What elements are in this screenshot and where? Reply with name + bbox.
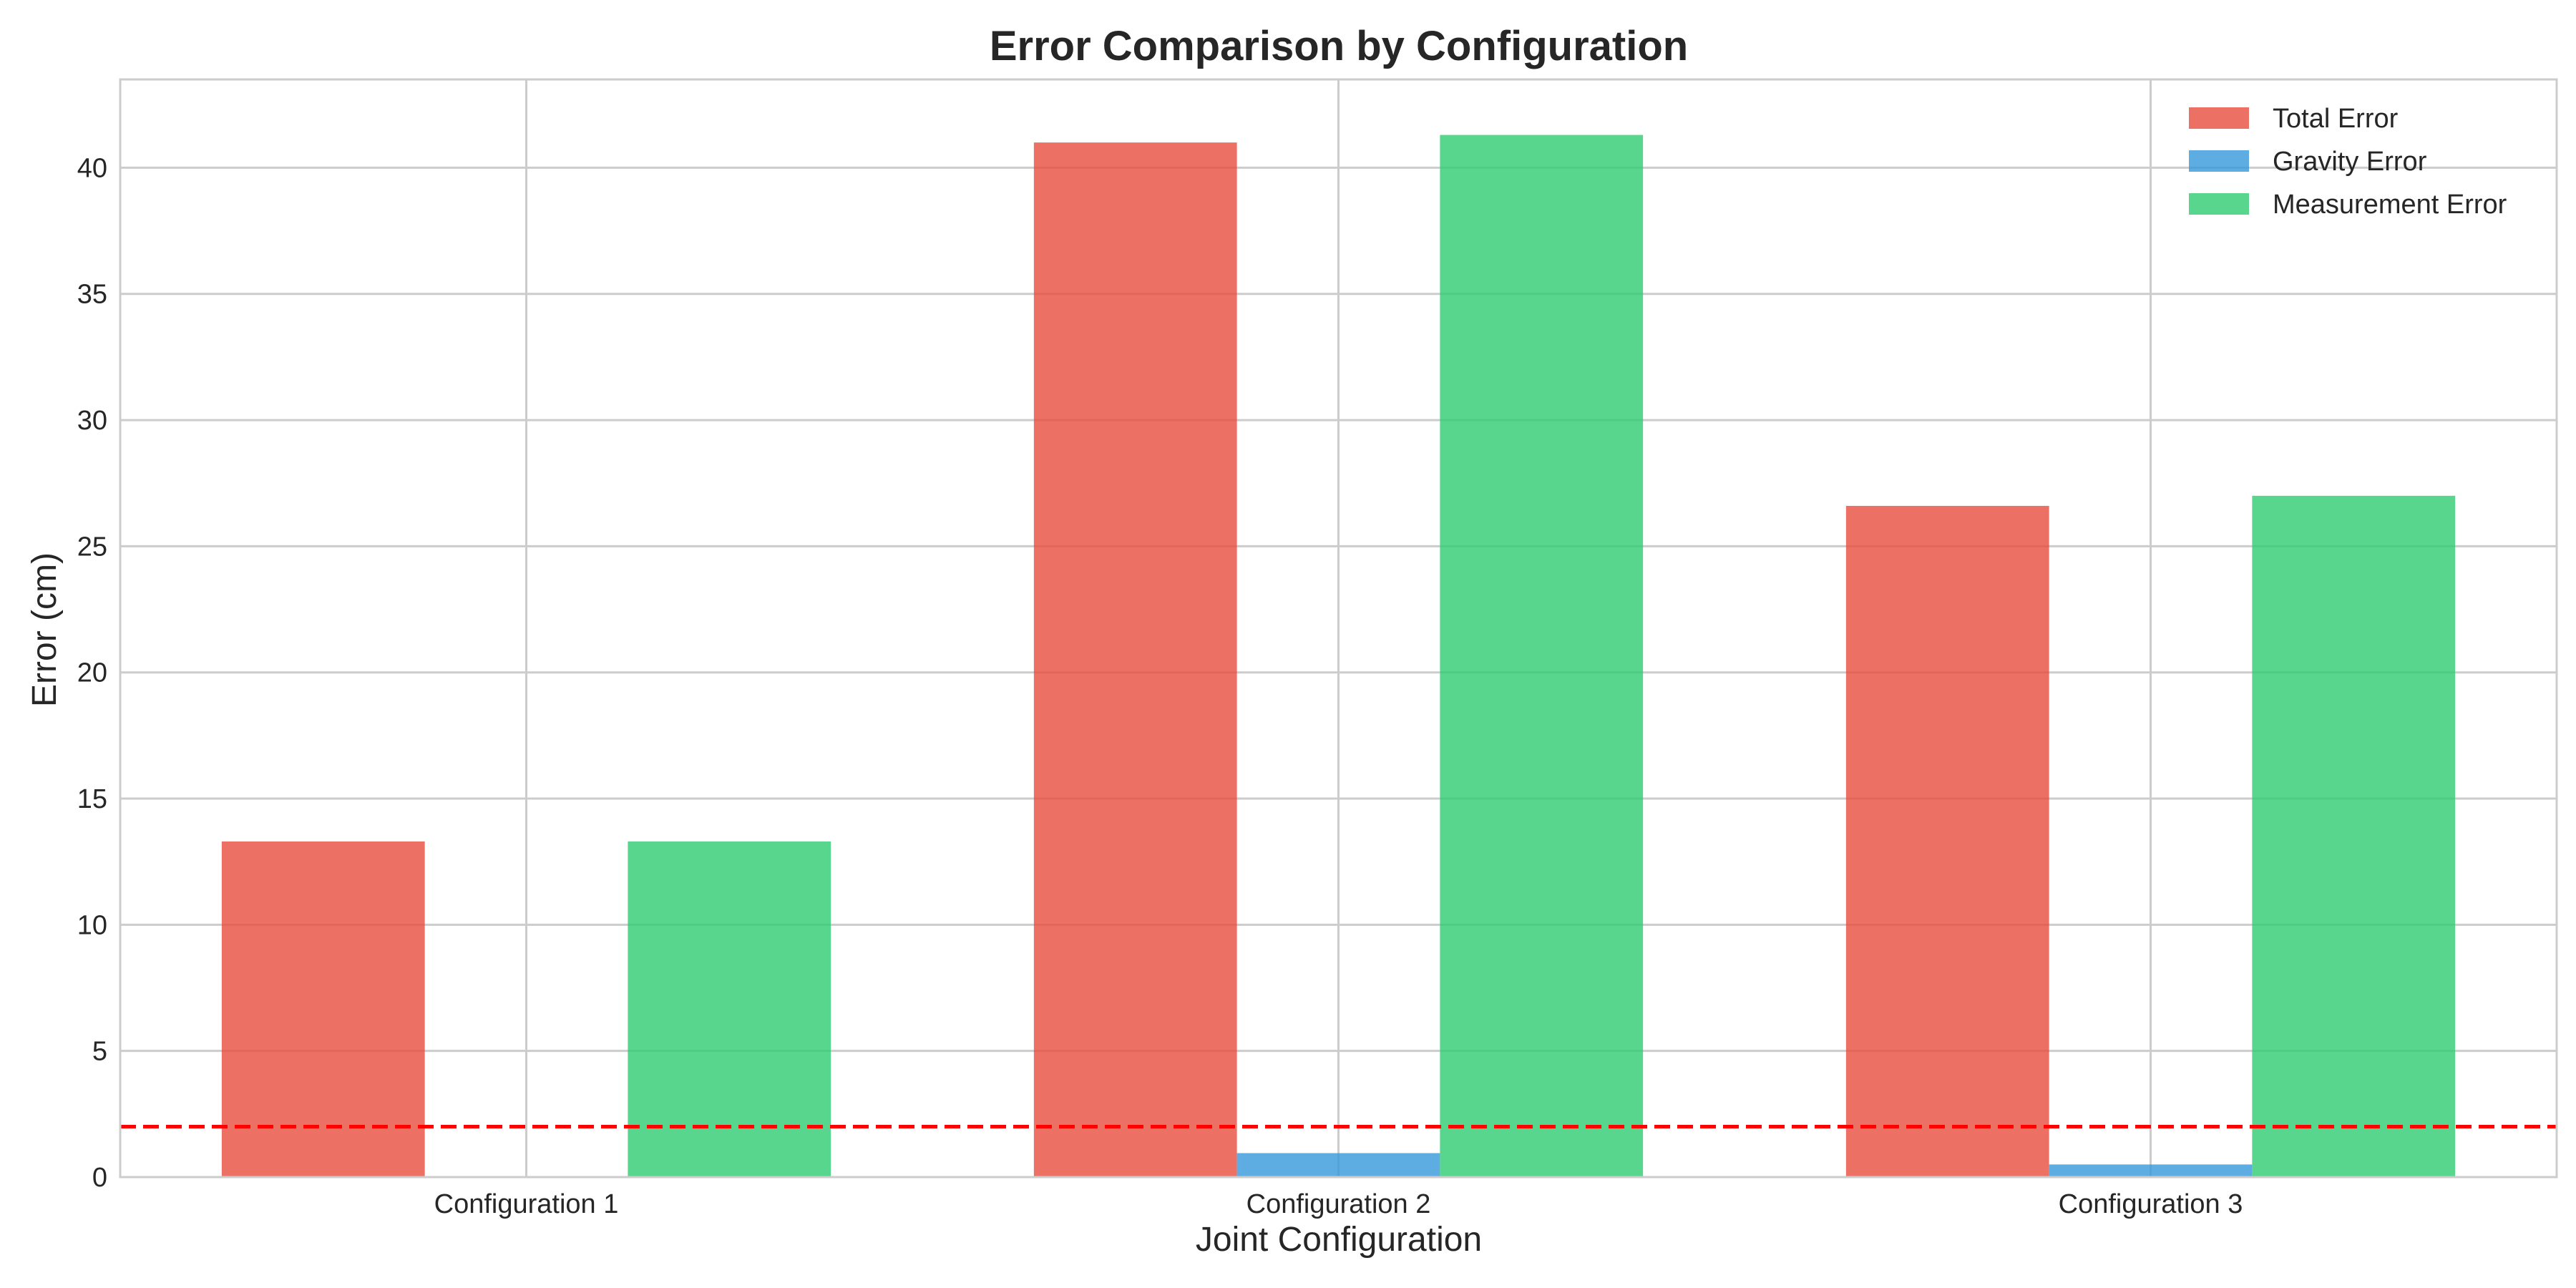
bar-measurement-error-2 (1440, 135, 1644, 1178)
y-tick-label: 10 (77, 910, 107, 940)
legend-swatch (2189, 150, 2249, 172)
legend-label: Gravity Error (2273, 147, 2427, 177)
y-tick-label: 5 (92, 1037, 107, 1067)
chart-title: Error Comparison by Configuration (990, 23, 1688, 69)
bar-measurement-error-3 (2252, 495, 2456, 1177)
x-axis-ticks: Configuration 1 Configuration 2 Configurat… (434, 1189, 2243, 1219)
x-tick-label: Configuration 1 (434, 1189, 619, 1219)
y-tick-label: 20 (77, 658, 107, 688)
y-tick-label: 30 (77, 406, 107, 436)
bar-total-error-2 (1033, 142, 1237, 1178)
legend-swatch (2189, 193, 2249, 215)
grid (120, 79, 2557, 1179)
bar-gravity-error-2 (1236, 1153, 1440, 1177)
x-tick-label: Configuration 3 (2059, 1189, 2243, 1219)
legend: Total Error Gravity Error Measurement Erro… (2189, 104, 2507, 220)
bar-total-error-3 (1845, 505, 2049, 1177)
bar-gravity-error-3 (2049, 1164, 2253, 1177)
legend-label: Total Error (2273, 104, 2399, 134)
y-tick-label: 40 (77, 153, 107, 183)
bars (221, 135, 2456, 1178)
x-tick-label: Configuration 2 (1246, 1189, 1431, 1219)
x-axis-label: Joint Configuration (1196, 1221, 1482, 1259)
y-tick-label: 35 (77, 280, 107, 310)
bar-measurement-error-1 (628, 841, 831, 1177)
plot-frame (119, 78, 2558, 1179)
y-axis-label: Error (cm) (26, 552, 64, 707)
y-tick-label: 15 (77, 784, 107, 814)
y-tick-label: 0 (92, 1163, 107, 1193)
y-axis-ticks: 0 5 10 15 20 25 30 35 40 (77, 153, 107, 1193)
y-tick-label: 25 (77, 532, 107, 562)
legend-swatch (2189, 107, 2249, 129)
bar-total-error-1 (221, 841, 425, 1177)
legend-label: Measurement Error (2273, 190, 2507, 220)
